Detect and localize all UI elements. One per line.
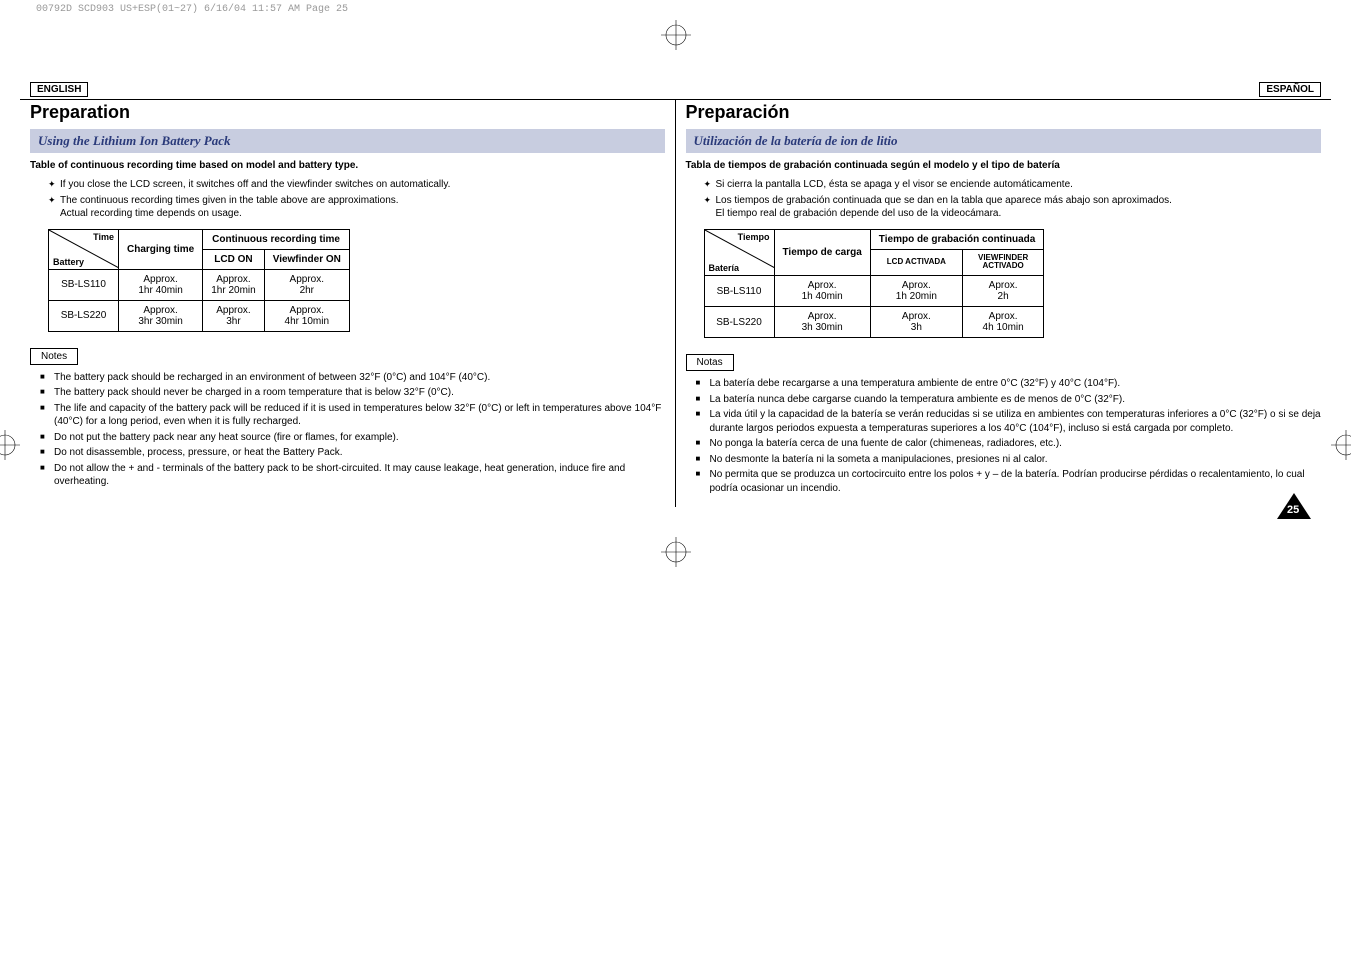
nota-item: La vida útil y la capacidad de la baterí…: [696, 408, 1322, 435]
title-preparacion: Preparación: [686, 102, 1322, 123]
cell-lcd: Approx.1hr 20min: [203, 269, 264, 300]
notas-list: La batería debe recargarse a una tempera…: [686, 377, 1322, 495]
registration-mark: [661, 20, 691, 50]
notes-label: Notes: [30, 348, 78, 365]
cell-vf: Approx.4hr 10min: [264, 300, 349, 331]
subsection-battery: Using the Lithium Ion Battery Pack: [30, 129, 665, 153]
nota-item: No permita que se produzca un cortocircu…: [696, 468, 1322, 495]
bullet-actual-es: El tiempo real de grabación depende del …: [716, 208, 1002, 219]
recording-time-table-es: Tiempo Batería Tiempo de carga Tiempo de…: [704, 229, 1045, 339]
title-preparation: Preparation: [30, 102, 665, 123]
bullet-approx: The continuous recording times given in …: [48, 194, 665, 221]
language-header: 00792D SCD903 US+ESP(01~27) 6/16/04 11:5…: [20, 50, 1331, 52]
page-body: Preparation Using the Lithium Ion Batter…: [20, 99, 1331, 507]
bullet-approx-text: The continuous recording times given in …: [60, 195, 399, 206]
recording-time-table: Time Battery Charging time Continuous re…: [48, 229, 350, 332]
cell-model: SB-LS220: [704, 307, 774, 338]
note-item: The life and capacity of the battery pac…: [40, 402, 665, 429]
table-row: SB-LS110 Aprox.1h 40min Aprox.1h 20min A…: [704, 276, 1044, 307]
table-caption: Table of continuous recording time based…: [30, 159, 665, 172]
nota-item: La batería nunca debe cargarse cuando la…: [696, 393, 1322, 407]
note-item: Do not disassemble, process, pressure, o…: [40, 446, 665, 460]
cell-charge: Approx.1hr 40min: [119, 269, 203, 300]
page-number: 25: [1287, 504, 1299, 516]
cell-model: SB-LS220: [49, 300, 119, 331]
diag-time: Time: [93, 232, 114, 242]
bullet-lcd: If you close the LCD screen, it switches…: [48, 178, 665, 192]
cell-lcd: Aprox.1h 20min: [870, 276, 962, 307]
cell-charge: Aprox.1h 40min: [774, 276, 870, 307]
notas-label: Notas: [686, 354, 734, 371]
lang-espanol: ESPAÑOL: [1259, 82, 1321, 97]
nota-item: No desmonte la batería ni la someta a ma…: [696, 453, 1322, 467]
diag-header: Time Battery: [49, 229, 119, 269]
intro-bullets-es: Si cierra la pantalla LCD, ésta se apaga…: [686, 178, 1322, 221]
cell-charge: Aprox.3h 30min: [774, 307, 870, 338]
file-meta: 00792D SCD903 US+ESP(01~27) 6/16/04 11:5…: [30, 2, 354, 17]
note-item: The battery pack should be recharged in …: [40, 371, 665, 385]
page-number-badge: 25: [1277, 493, 1311, 519]
diag-header-es: Tiempo Batería: [704, 229, 774, 276]
bullet-approx-es: Los tiempos de grabación continuada que …: [704, 194, 1322, 221]
lang-english: ENGLISH: [30, 82, 88, 97]
subsection-bateria: Utilización de la batería de ion de liti…: [686, 129, 1322, 153]
nota-item: No ponga la batería cerca de una fuente …: [696, 437, 1322, 451]
bullet-approx-text-es: Los tiempos de grabación continuada que …: [716, 195, 1172, 206]
notes-list: The battery pack should be recharged in …: [30, 371, 665, 489]
th-lcd: LCD ON: [203, 249, 264, 269]
th-lcd-activada: LCD ACTIVADA: [870, 249, 962, 276]
table-caption-es: Tabla de tiempos de grabación continuada…: [686, 159, 1322, 172]
registration-mark: [1331, 430, 1351, 460]
cell-vf: Aprox.4h 10min: [962, 307, 1043, 338]
bullet-actual: Actual recording time depends on usage.: [60, 208, 242, 219]
th-continuada: Tiempo de grabación continuada: [870, 229, 1044, 249]
cell-charge: Approx.3hr 30min: [119, 300, 203, 331]
cell-model: SB-LS110: [704, 276, 774, 307]
cell-vf: Aprox.2h: [962, 276, 1043, 307]
th-viewfinder-activado: VIEWFINDERACTIVADO: [962, 249, 1043, 276]
cell-lcd: Approx.3hr: [203, 300, 264, 331]
nota-item: La batería debe recargarse a una tempera…: [696, 377, 1322, 391]
table-row: SB-LS110 Approx.1hr 40min Approx.1hr 20m…: [49, 269, 350, 300]
bullet-lcd-es: Si cierra la pantalla LCD, ésta se apaga…: [704, 178, 1322, 192]
intro-bullets: If you close the LCD screen, it switches…: [30, 178, 665, 221]
diag-battery: Battery: [53, 257, 84, 267]
column-spanish: Preparación Utilización de la batería de…: [676, 100, 1332, 507]
cell-lcd: Aprox.3h: [870, 307, 962, 338]
th-charging: Charging time: [119, 229, 203, 269]
diag-tiempo: Tiempo: [738, 232, 770, 242]
language-row: ENGLISH ESPAÑOL: [20, 82, 1331, 99]
diag-bateria: Batería: [709, 263, 740, 273]
th-carga: Tiempo de carga: [774, 229, 870, 276]
th-viewfinder: Viewfinder ON: [264, 249, 349, 269]
column-english: Preparation Using the Lithium Ion Batter…: [20, 100, 676, 507]
th-continuous: Continuous recording time: [203, 229, 350, 249]
note-item: The battery pack should never be charged…: [40, 386, 665, 400]
registration-mark: [0, 430, 20, 460]
registration-mark: [661, 537, 691, 567]
table-row: SB-LS220 Aprox.3h 30min Aprox.3h Aprox.4…: [704, 307, 1044, 338]
note-item: Do not allow the + and - terminals of th…: [40, 462, 665, 489]
table-row: SB-LS220 Approx.3hr 30min Approx.3hr App…: [49, 300, 350, 331]
note-item: Do not put the battery pack near any hea…: [40, 431, 665, 445]
cell-model: SB-LS110: [49, 269, 119, 300]
cell-vf: Approx.2hr: [264, 269, 349, 300]
